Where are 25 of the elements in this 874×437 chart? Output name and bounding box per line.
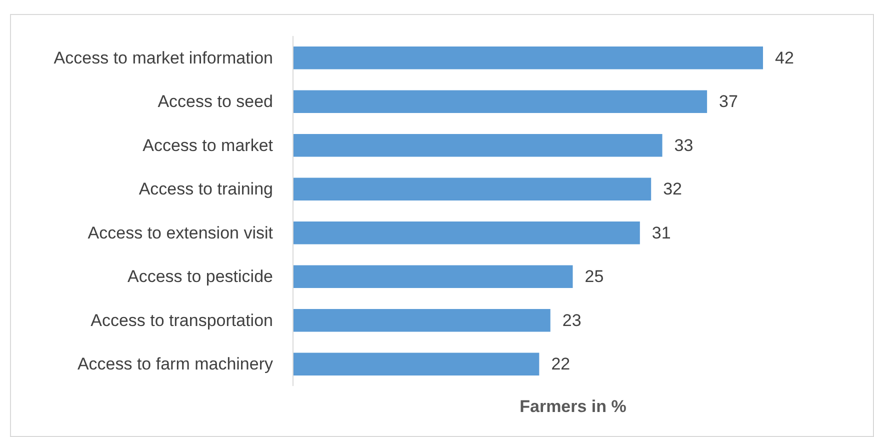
data-label: 37 <box>719 92 738 112</box>
data-label: 22 <box>551 354 570 374</box>
data-label: 33 <box>674 136 694 155</box>
bar <box>293 352 540 376</box>
data-label: 23 <box>562 310 582 330</box>
bar <box>293 90 708 113</box>
data-label: 32 <box>663 180 682 199</box>
y-tick-label: Access to market <box>142 136 274 155</box>
bar <box>293 178 652 200</box>
bar <box>293 265 573 288</box>
bar <box>293 222 640 244</box>
x-axis-title: Farmers in % <box>520 397 626 416</box>
data-label: 31 <box>652 223 671 242</box>
y-tick-label: Access to market information <box>54 48 273 68</box>
y-tick-label: Access to farm machinery <box>77 354 274 374</box>
y-tick-label: Access to transportation <box>90 310 273 330</box>
bar <box>293 46 763 70</box>
y-tick-label: Access to extension visit <box>88 223 274 242</box>
y-tick-label: Access to seed <box>158 92 273 112</box>
y-tick-label: Access to training <box>138 180 273 199</box>
bar <box>293 309 550 332</box>
data-label: 42 <box>775 48 794 68</box>
data-label: 25 <box>584 267 604 286</box>
bar <box>293 134 662 157</box>
y-tick-label: Access to pesticide <box>127 267 273 286</box>
